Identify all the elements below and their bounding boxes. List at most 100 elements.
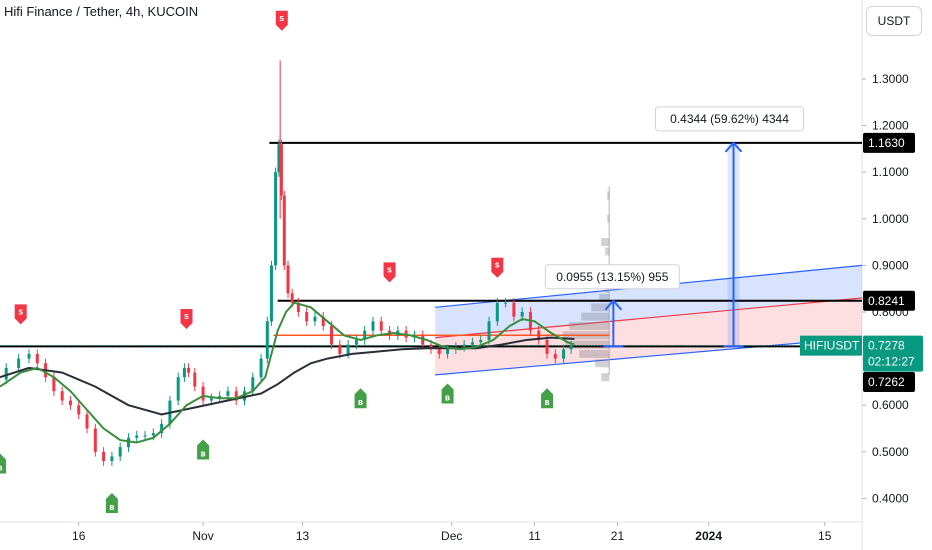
candle-body [363,330,367,340]
current-price-badge [863,335,923,372]
candle-body [346,344,350,354]
candle-body [371,321,375,331]
candle-body [60,391,64,401]
volume-profile-bar [601,238,610,247]
candle-body [286,265,290,294]
candle-body [226,391,230,396]
candle-body [251,377,255,392]
x-tick-label: Nov [192,529,213,543]
candle-body [537,330,541,340]
candle-body [330,325,334,345]
candle-body [290,293,294,303]
measure-label-text: 0.0955 (13.15%) 955 [556,270,668,284]
buy-signal-letter: B [445,395,450,403]
candle-body [135,435,139,438]
candle-body [269,265,273,322]
price-series [0,60,575,466]
volume-profile-bar [569,321,610,330]
channel-lower-fill [435,298,862,375]
sell-signal-shape [180,308,193,329]
measure-label-text: 0.4344 (59.62%) 4344 [670,112,789,126]
sell-signal-marker: S [383,262,396,283]
candle-body [68,400,72,406]
y-tick-label: 1.3000 [872,72,909,86]
measure-label-box [655,106,805,132]
sell-signal-marker: S [275,10,288,31]
sell-signal-letter: S [495,262,500,270]
sell-signal-letter: S [279,15,284,23]
candle-body [102,451,106,462]
volume-profile-bar [565,340,610,349]
candle-body [545,339,549,354]
candle-body [201,386,205,401]
buy-signal-marker: B [105,493,118,514]
candle-body [520,312,524,317]
level-price-badge-text: 0.8241 [868,294,905,308]
sell-signal-marker: S [491,257,504,278]
y-tick-label: 0.9000 [872,258,909,272]
x-tick-label: 21 [611,529,625,543]
volume-profile-bar [607,214,610,223]
candle-body [52,377,56,392]
candle-body [77,405,81,415]
x-tick-label: 15 [818,529,832,543]
candle-body [187,367,191,373]
candle-body [274,172,278,266]
candle-body [118,447,122,457]
level-price-badge [863,372,915,392]
sell-signal-letter: S [387,266,392,274]
candle-body [487,321,491,340]
candle-body [143,435,147,437]
y-tick-label: 1.2000 [872,119,909,133]
candle-body [243,391,247,401]
candle-body [85,414,89,429]
candle-body [218,395,222,399]
x-tick-label: 16 [72,529,86,543]
candle-body [446,349,450,354]
y-tick-label: 0.6000 [872,398,909,412]
currency-unit-button[interactable]: USDT [866,6,922,36]
volume-profile-bar [599,294,610,303]
candle-body [512,302,516,317]
candle-body [4,367,8,380]
candle-body [495,302,499,322]
level-price-badge-text: 0.7262 [868,375,905,389]
y-tick-label: 0.4000 [872,491,909,505]
volume-profile-bar [601,373,610,382]
candle-countdown-text: 02:12:27 [868,355,915,369]
x-axis[interactable]: 16 Nov 13 Dec 11 21 2024 15 [72,522,832,543]
channel-lower-line [435,337,863,376]
candle-body [437,349,441,354]
x-tick-label: Dec [441,529,462,543]
candle-body [193,372,197,387]
buy-signal-shape [354,388,367,409]
candle-body [313,316,317,322]
candle-body [209,398,213,401]
sell-signal-marker: S [14,304,27,325]
candle-body [470,342,474,345]
buy-signal-marker: B [354,388,367,409]
y-tick-label: 1.0000 [872,212,909,226]
buy-sell-signals: S S S S S B B B B B B [0,10,554,514]
x-tick-label: 13 [296,529,310,543]
candle-body [27,353,31,359]
candle-body [277,144,281,173]
symbol-badge [800,335,862,356]
candle-body [93,428,97,452]
buy-signal-marker: B [197,439,210,460]
price-badges: 1.1630 0.8241 0.7262 HIFIUSDT 0.7278 02:12:27 [800,132,923,392]
candle-body [338,344,342,354]
candle-body [354,339,358,345]
level-price-badge-text: 1.1630 [868,136,905,150]
volume-profile-bar [607,191,610,200]
candle-body [176,377,180,401]
candle-body [234,391,238,401]
y-axis[interactable]: 0.40000.50000.60000.70000.80000.90001.00… [862,72,909,505]
buy-signal-marker: B [441,383,454,404]
buy-signal-letter: B [544,399,549,407]
chart-title: Hifi Finance / Tether, 4h, KUCOIN [4,4,199,19]
sell-signal-shape [275,10,288,31]
candle-body [259,358,263,378]
buy-signal-letter: B [109,504,114,512]
